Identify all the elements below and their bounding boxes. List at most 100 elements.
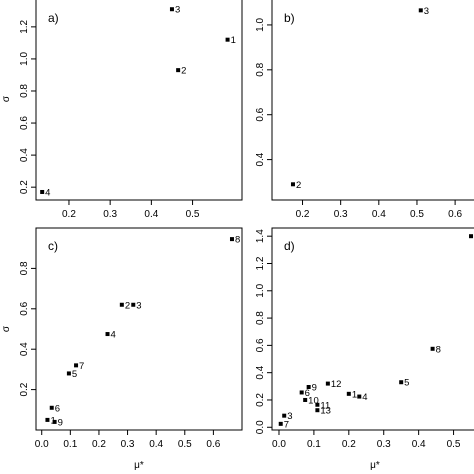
data-point xyxy=(418,8,423,13)
x-tick-label: 0.3 xyxy=(377,439,391,450)
y-tick-label: 1.2 xyxy=(19,19,30,33)
data-point xyxy=(357,394,362,399)
data-point-label: 1 xyxy=(231,35,236,46)
data-point-label: 2 xyxy=(181,66,186,77)
data-point xyxy=(306,385,311,390)
x-tick-label: 0.2 xyxy=(62,209,76,220)
data-point xyxy=(45,417,50,422)
data-point-label: 13 xyxy=(320,406,331,417)
data-point-label: 11 xyxy=(320,400,330,411)
y-tick-label: 0.6 xyxy=(19,301,30,315)
y-tick-label: 0.8 xyxy=(19,261,30,275)
y-tick-label: 0.6 xyxy=(255,338,266,352)
x-axis-label: μ* xyxy=(134,460,144,471)
data-point-label: 8 xyxy=(235,235,240,246)
x-tick-label: 0.1 xyxy=(307,439,321,450)
y-tick-label: 0.0 xyxy=(255,420,266,434)
x-tick-label: 0.6 xyxy=(448,209,462,220)
data-point-label: 5 xyxy=(72,369,77,380)
y-tick-label: 1.0 xyxy=(255,283,266,297)
data-point-label: 3 xyxy=(175,5,180,16)
plot-frame xyxy=(271,0,474,201)
x-tick-label: 0.4 xyxy=(412,439,426,450)
panel-label: b) xyxy=(284,11,295,25)
panel-label: c) xyxy=(48,239,58,253)
data-point xyxy=(74,363,79,368)
data-point xyxy=(299,390,304,395)
y-tick-label: 0.4 xyxy=(255,365,266,379)
data-point xyxy=(290,182,295,187)
x-tick-label: 0.3 xyxy=(103,209,117,220)
y-tick-label: 0.4 xyxy=(255,152,266,166)
data-point-label: 10 xyxy=(308,395,319,406)
data-point-label: 9 xyxy=(312,383,317,394)
data-point-label: 7 xyxy=(79,361,84,372)
y-tick-label: 0.2 xyxy=(19,382,30,396)
x-tick-label: 0.3 xyxy=(121,439,135,450)
y-axis-label: σ xyxy=(1,95,12,102)
y-tick-label: 0.2 xyxy=(255,393,266,407)
y-tick-label: 0.8 xyxy=(255,311,266,325)
y-tick-label: 0.6 xyxy=(19,116,30,130)
y-tick-label: 1.4 xyxy=(255,229,266,243)
y-tick-label: 0.2 xyxy=(19,180,30,194)
panel-label: a) xyxy=(48,11,59,25)
y-tick-label: 1.0 xyxy=(255,18,266,32)
data-point xyxy=(169,7,174,12)
data-point-label: 2 xyxy=(125,300,130,311)
data-point-label: 4 xyxy=(362,392,367,403)
y-tick-label: 0.4 xyxy=(19,148,30,162)
data-point xyxy=(325,381,330,386)
data-point-label: 9 xyxy=(58,417,63,428)
x-tick-label: 0.2 xyxy=(92,439,106,450)
data-point xyxy=(469,234,474,239)
y-tick-label: 1.2 xyxy=(255,256,266,270)
y-tick-label: 0.6 xyxy=(255,107,266,121)
data-point-label: 3 xyxy=(424,6,429,17)
data-point xyxy=(315,402,320,407)
data-point xyxy=(105,332,110,337)
data-point xyxy=(229,237,234,242)
data-point-label: 4 xyxy=(45,187,50,198)
x-tick-label: 0.5 xyxy=(186,209,200,220)
x-tick-label: 0.5 xyxy=(410,209,424,220)
data-point xyxy=(399,380,404,385)
x-tick-label: 0.4 xyxy=(149,439,163,450)
x-tick-label: 0.4 xyxy=(372,209,386,220)
data-point xyxy=(49,405,54,410)
data-point xyxy=(278,421,283,426)
data-point xyxy=(282,413,287,418)
x-tick-label: 0.2 xyxy=(342,439,356,450)
data-point-label: 6 xyxy=(305,388,310,399)
data-point xyxy=(52,419,57,424)
data-point-label: 8 xyxy=(436,344,441,355)
data-point-label: 2 xyxy=(296,180,301,191)
plot-frame xyxy=(35,0,243,201)
data-point xyxy=(430,346,435,351)
x-tick-label: 0.6 xyxy=(206,439,220,450)
panel-label: d) xyxy=(284,239,295,253)
data-point xyxy=(119,302,124,307)
data-point xyxy=(66,371,71,376)
data-point xyxy=(346,391,351,396)
data-point-label: 6 xyxy=(55,403,60,414)
data-point-label: 3 xyxy=(136,300,141,311)
data-point-label: 3 xyxy=(287,411,292,422)
data-point-label: 5 xyxy=(404,378,409,389)
x-tick-label: 0.0 xyxy=(272,439,286,450)
panel-4: 0.0 0.1 0.2 0.3 0.4 0.5 0.0 0.2 0.4 0.6 0.8 1.0 1.2 1… xyxy=(255,227,474,471)
panel-1: 0.2 0.3 0.4 0.5 0.2 0.4 0.6 0.8 1.0 1.2 σ a) 1 2 3 4 xyxy=(1,0,243,220)
panel-3: 0.00.10.20.30.40.50.60.20.40.60.8σμ*c)12… xyxy=(1,227,243,471)
data-point xyxy=(303,397,308,402)
data-point xyxy=(176,68,181,73)
plot-frame xyxy=(271,227,474,431)
x-tick-label: 0.4 xyxy=(144,209,158,220)
x-tick-label: 0.5 xyxy=(178,439,192,450)
data-point-label: 12 xyxy=(331,379,342,390)
data-point xyxy=(131,302,136,307)
plot-frame xyxy=(35,227,243,431)
data-point-label: 7 xyxy=(284,419,289,430)
x-tick-label: 0.1 xyxy=(63,439,77,450)
